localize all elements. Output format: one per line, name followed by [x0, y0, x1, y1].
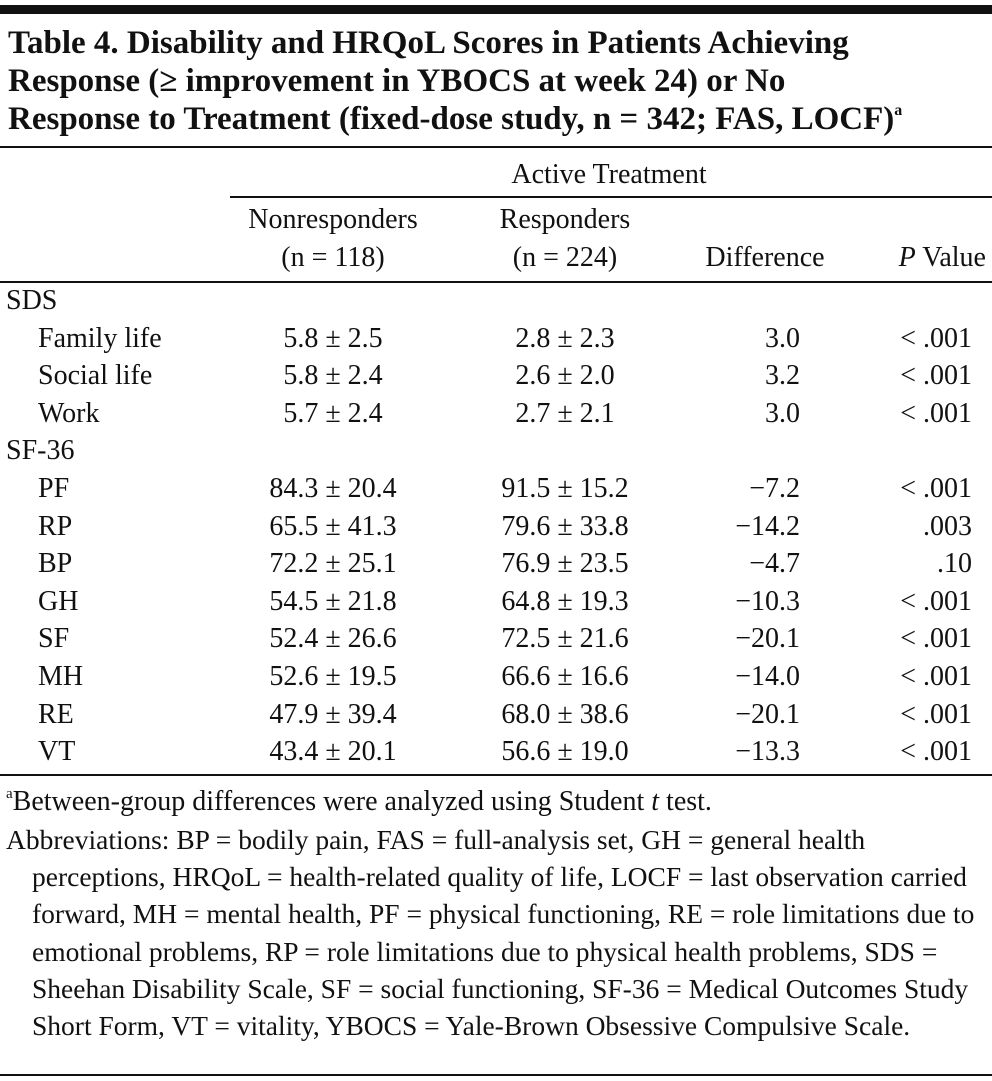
rule [0, 774, 992, 776]
footnote-text: Between-group differences were analyzed … [12, 786, 652, 817]
cell: 56.6 ± 19.0 [501, 736, 629, 768]
cell: < .001 [900, 360, 972, 392]
cell: < .001 [900, 473, 972, 504]
cell: 3.0 [765, 322, 800, 354]
cell: 2.6 ± 2.0 [515, 360, 615, 392]
cell: < .001 [900, 736, 972, 768]
cell: 64.8 ± 19.3 [501, 585, 629, 617]
rule [0, 1074, 992, 1076]
cell: 65.5 ± 41.3 [269, 510, 397, 542]
column-header: P Value [899, 240, 986, 276]
cell: −20.1 [735, 623, 800, 655]
footnote-mark: a [894, 102, 903, 119]
cell: < .001 [900, 397, 972, 429]
footnote-italic: t [651, 786, 660, 817]
cell: 66.6 ± 16.6 [501, 661, 629, 692]
column-header: Difference [705, 242, 825, 273]
column-header: (n = 224) [512, 242, 618, 273]
row-label: PF [38, 473, 70, 504]
cell: 3.2 [765, 360, 800, 392]
footnote-mark: a [6, 786, 13, 802]
row-label: RE [38, 698, 74, 730]
column-header: Nonresponders [248, 204, 418, 235]
cell: −20.1 [735, 698, 800, 730]
column-header-italic: P [898, 242, 916, 273]
footnote: aBetween-group differences were analyzed… [6, 784, 712, 820]
cell: −4.7 [749, 548, 800, 580]
row-label: Social life [38, 360, 153, 392]
cell: 76.9 ± 23.5 [501, 548, 629, 580]
title-line: Response to Treatment (fixed-dose study,… [8, 101, 903, 137]
cell: 68.0 ± 38.6 [501, 698, 629, 730]
cell: < .001 [900, 661, 972, 692]
cell: .003 [923, 510, 972, 542]
abbreviations: Abbreviations: BP = bodily pain, FAS = f… [6, 824, 975, 1042]
cell: −14.0 [735, 661, 800, 692]
cell: −13.3 [735, 736, 800, 768]
row-label: BP [38, 548, 73, 580]
column-header: Responders [499, 204, 631, 235]
cell: < .001 [900, 698, 972, 730]
cell: −10.3 [735, 585, 800, 617]
cell: 3.0 [765, 397, 800, 429]
rule [0, 281, 992, 283]
cell: < .001 [900, 585, 972, 617]
rule [230, 196, 992, 198]
top-bar [0, 5, 992, 14]
cell: 52.4 ± 26.6 [269, 623, 397, 655]
cell: 2.7 ± 2.1 [515, 397, 615, 429]
group-header: Active Treatment [511, 159, 707, 190]
title-line: Table 4. Disability and HRQoL Scores in … [8, 25, 849, 61]
cell: −14.2 [735, 510, 800, 542]
row-label: SF [38, 623, 70, 655]
cell: 79.6 ± 33.8 [501, 510, 629, 542]
cell: 84.3 ± 20.4 [269, 473, 397, 504]
cell: 2.8 ± 2.3 [515, 322, 615, 354]
cell: 47.9 ± 39.4 [269, 698, 397, 730]
section-label: SF-36 [6, 435, 75, 467]
rule [0, 146, 992, 148]
cell: 52.6 ± 19.5 [269, 661, 397, 692]
cell: 72.2 ± 25.1 [269, 548, 397, 580]
cell: 72.5 ± 21.6 [501, 623, 629, 655]
cell: 91.5 ± 15.2 [501, 473, 629, 504]
row-label: GH [38, 585, 79, 617]
cell: 54.5 ± 21.8 [269, 585, 397, 617]
row-label: Work [38, 397, 100, 429]
row-label: RP [38, 510, 73, 542]
row-label: VT [38, 736, 76, 768]
cell: < .001 [900, 623, 972, 655]
cell: 5.8 ± 2.4 [283, 360, 383, 392]
cell: −7.2 [749, 473, 800, 504]
row-label: Family life [38, 322, 162, 354]
cell: < .001 [900, 322, 972, 354]
footnote-text: test. [659, 786, 712, 817]
column-header: (n = 118) [281, 242, 385, 273]
row-label: MH [38, 661, 84, 692]
cell: 43.4 ± 20.1 [269, 736, 397, 768]
cell: .10 [937, 548, 972, 580]
cell: 5.8 ± 2.5 [283, 322, 383, 354]
title-line: Response (≥ improvement in YBOCS at week… [8, 63, 786, 99]
column-header-text: Value [922, 242, 986, 273]
section-label: SDS [6, 285, 58, 316]
cell: 5.7 ± 2.4 [283, 397, 383, 429]
